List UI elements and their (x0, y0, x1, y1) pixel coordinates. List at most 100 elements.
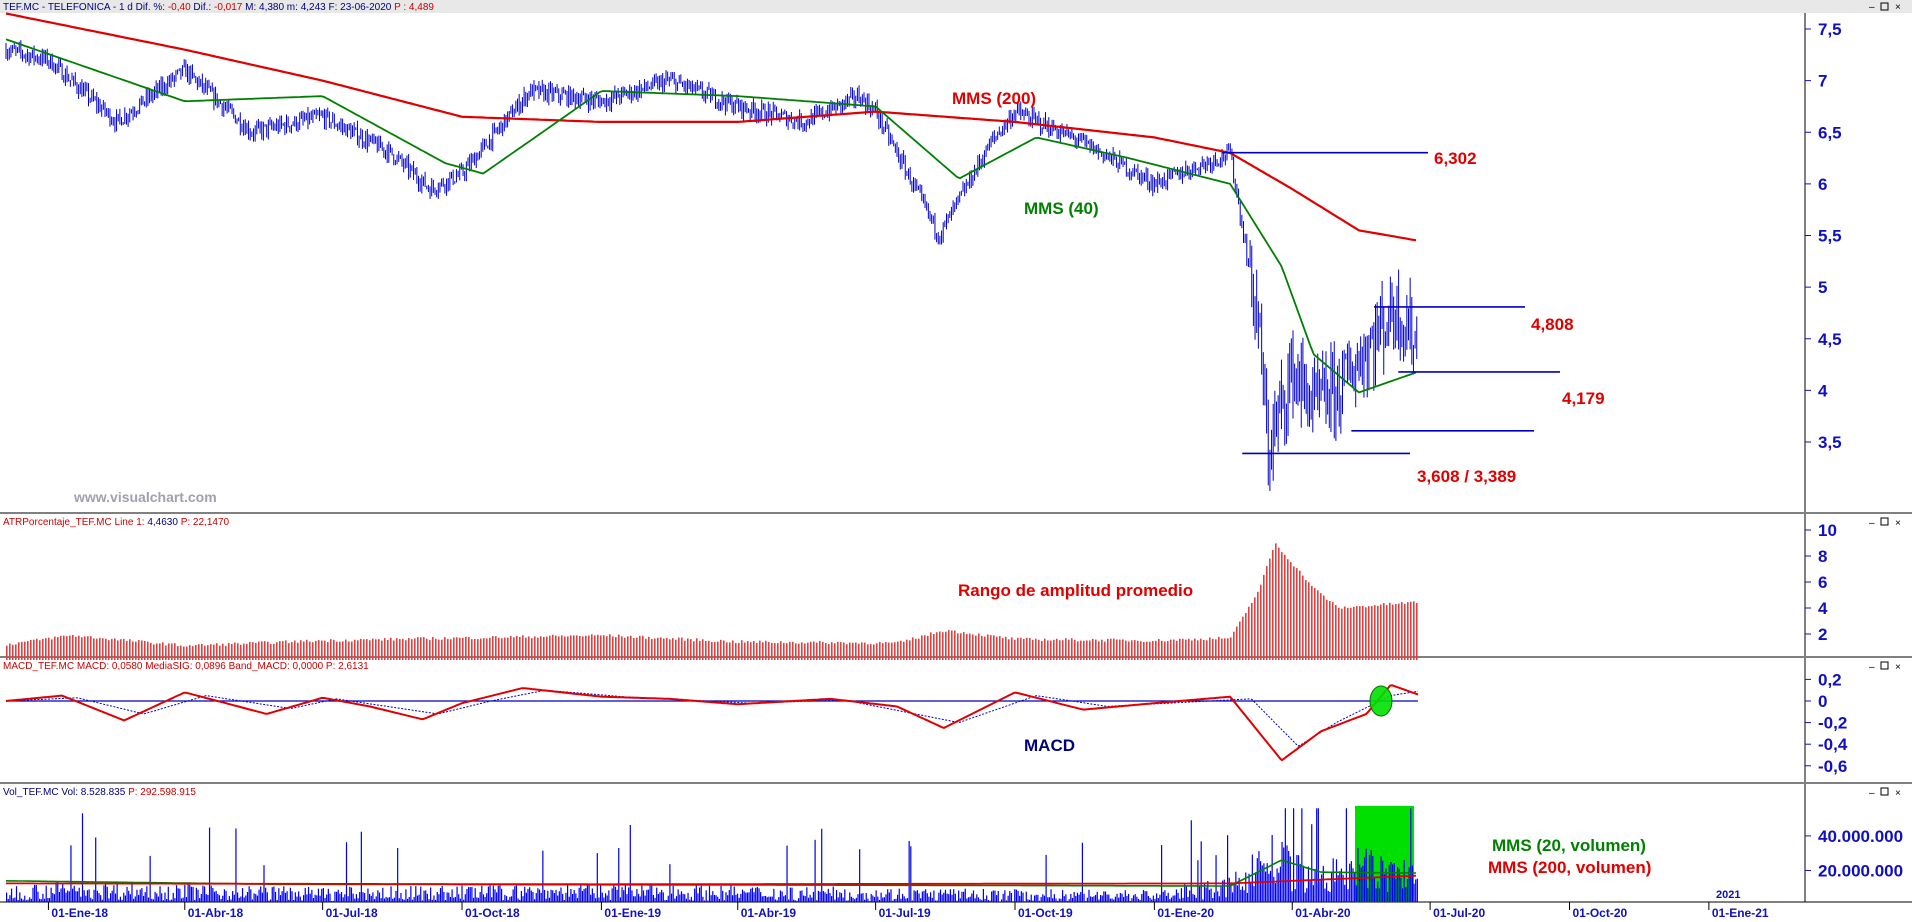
minimize-icon[interactable]: – (1869, 662, 1875, 673)
volume-bar (161, 893, 162, 902)
volume-bar (666, 900, 667, 902)
volume-bar (267, 892, 268, 902)
volume-bar (1359, 865, 1360, 902)
close-icon[interactable]: × (1895, 2, 1901, 13)
minimize-icon[interactable]: – (1869, 518, 1875, 529)
volume-bar (122, 900, 123, 902)
maximize-icon[interactable] (1881, 518, 1888, 525)
minimize-icon[interactable]: – (1869, 2, 1875, 13)
volume-bar (135, 896, 136, 902)
volume-bar (74, 886, 75, 902)
volume-bar (532, 892, 533, 902)
volume-bar (1240, 890, 1241, 902)
atr-bar (1005, 637, 1007, 660)
volume-bar (1319, 880, 1320, 902)
atr-bar (633, 638, 635, 660)
volume-bar (1196, 898, 1197, 902)
atr-bar (480, 639, 482, 660)
maximize-icon[interactable] (1881, 788, 1888, 795)
atr-bar (393, 641, 395, 660)
atr-bar (1176, 641, 1178, 660)
close-icon[interactable]: × (1895, 788, 1901, 799)
volume-bar (366, 900, 367, 902)
atr-bar (504, 638, 506, 660)
atr-bar (66, 636, 68, 660)
atr-bar (1023, 639, 1025, 660)
volume-bar (676, 896, 677, 902)
atr-bar (144, 641, 146, 660)
atr-window-controls[interactable]: – × (1869, 518, 1901, 529)
atr-bar (627, 636, 629, 660)
volume-bar (1108, 895, 1109, 902)
atr-bar (1374, 605, 1376, 660)
atr-bar (747, 641, 749, 660)
volume-bar (432, 900, 433, 902)
volume-bar (371, 896, 372, 902)
volume-bar (321, 889, 322, 902)
volume-bar (928, 897, 929, 902)
volume-bar (278, 888, 279, 902)
atr-bar (321, 641, 323, 660)
volume-bar (948, 894, 949, 902)
atr-bar (1320, 593, 1322, 660)
atr-bar (987, 634, 989, 660)
volume-bar (404, 900, 405, 902)
volume-bar (1245, 872, 1246, 902)
atr-bar (495, 636, 497, 660)
atr-bar (1029, 638, 1031, 660)
volume-bar (1303, 866, 1304, 902)
atr-bar (588, 636, 590, 660)
volume-bar (254, 893, 255, 902)
atr-bar (276, 642, 278, 660)
atr-bar (1173, 640, 1175, 660)
volume-bar (1074, 892, 1075, 902)
vol-window-controls[interactable]: – × (1869, 788, 1901, 799)
volume-bar (37, 892, 38, 902)
volume-bar (39, 899, 40, 902)
macd-window-controls[interactable]: – × (1869, 662, 1901, 673)
volume-bar (1024, 901, 1025, 902)
volume-bar (414, 897, 415, 902)
volume-bar (687, 893, 688, 902)
volume-bar (1308, 867, 1309, 902)
volume-bar (272, 887, 273, 902)
atr-bar (1242, 617, 1244, 660)
atr-bar (1233, 632, 1235, 660)
close-icon[interactable]: × (1895, 662, 1901, 673)
atr-bar (438, 640, 440, 660)
minimize-icon[interactable]: – (1869, 788, 1875, 799)
atr-bar (1209, 638, 1211, 660)
atr-bar (186, 647, 188, 660)
atr-bar (1062, 640, 1064, 660)
atr-bar (903, 642, 905, 660)
volume-bar (1311, 824, 1312, 902)
atr-bar (642, 636, 644, 660)
atr-bar (51, 639, 53, 660)
volume-bar (425, 890, 426, 902)
volume-bar (1339, 871, 1340, 902)
atr-bar (477, 639, 479, 660)
volume-bar (34, 885, 35, 902)
atr-tick-label: 2 (1818, 625, 1827, 644)
volume-bar (999, 901, 1000, 902)
volume-bar (937, 901, 938, 902)
volume-bar (420, 887, 421, 902)
atr-bar (1113, 639, 1115, 660)
volume-bar (1164, 890, 1165, 902)
volume-bar (625, 884, 626, 902)
level-label-mid: 4,179 (1562, 389, 1605, 408)
volume-bar (351, 888, 352, 902)
volume-bar (706, 890, 707, 902)
close-icon[interactable]: × (1895, 518, 1901, 529)
atr-bar (180, 646, 182, 660)
volume-bar (202, 886, 203, 902)
atr-bar (669, 639, 671, 660)
volume-bar (701, 886, 702, 902)
volume-bar (1395, 879, 1396, 902)
volume-bar (1255, 872, 1256, 902)
volume-bar (1199, 886, 1200, 902)
atr-bar (1416, 603, 1418, 660)
maximize-icon[interactable] (1881, 662, 1888, 669)
atr-bar (603, 635, 605, 660)
volume-bar (367, 889, 368, 902)
